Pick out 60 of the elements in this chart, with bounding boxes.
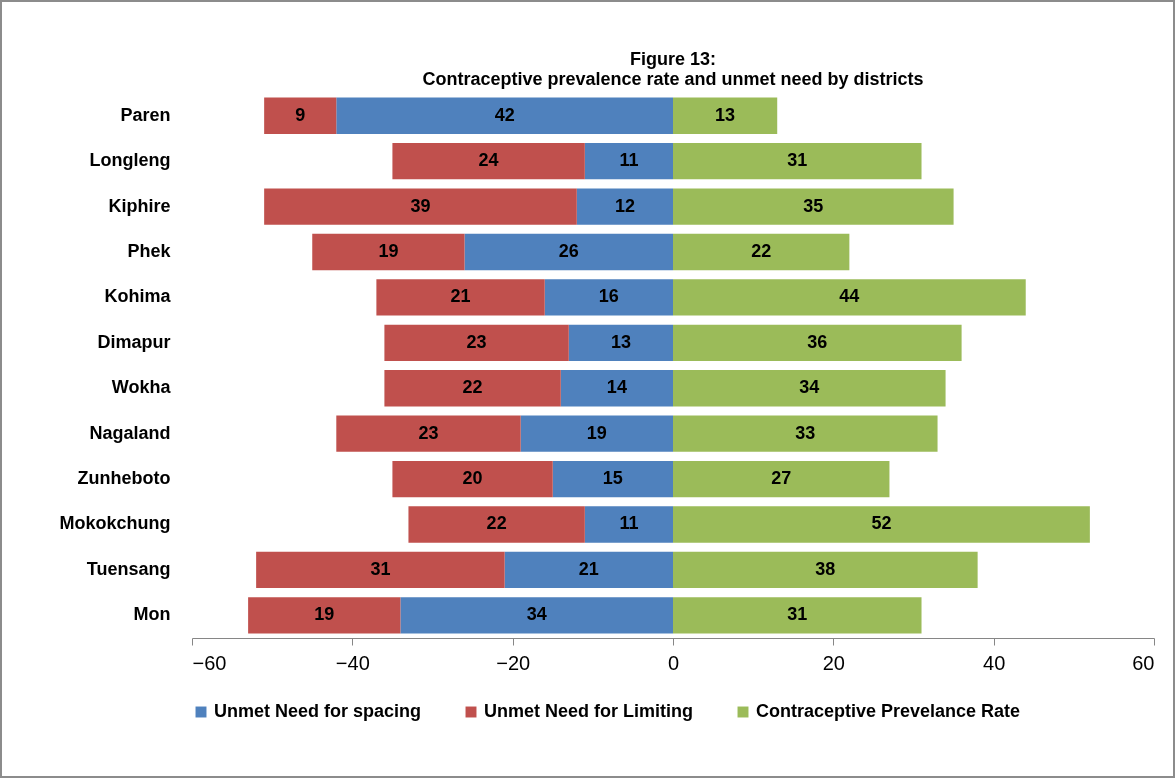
x-tick-label: −40 [335,651,370,674]
data-label: 19 [586,422,607,443]
data-label: 39 [410,195,431,216]
x-tick-label: 0 [667,651,680,674]
data-label: 31 [787,604,808,625]
y-tick-label: Kohima [104,286,172,307]
data-label: 36 [807,331,828,352]
y-tick-label: Mon [133,604,171,625]
data-label: 42 [494,104,515,125]
data-label: 19 [378,240,399,261]
x-tick-label: −60 [192,651,227,674]
data-label: 23 [418,422,439,443]
data-label: 11 [619,150,639,171]
x-tick-label: 60 [1132,651,1155,674]
y-tick-label: Phek [127,240,172,261]
data-label: 26 [558,240,579,261]
data-label: 23 [466,331,487,352]
data-label: 21 [450,286,471,307]
x-tick-label: 40 [983,651,1006,674]
y-tick-label: Wokha [111,377,172,398]
data-label: 44 [839,286,860,307]
data-label: 38 [815,558,836,579]
data-label: 35 [803,195,824,216]
y-tick-label: Paren [120,104,171,125]
data-label: 19 [314,604,335,625]
data-label: 15 [602,468,623,489]
data-label: 31 [370,558,391,579]
legend-label: Unmet Need for Limiting [484,701,694,721]
data-label: 9 [295,104,306,125]
data-label: 20 [462,468,483,489]
data-label: 13 [715,104,736,125]
data-label: 52 [871,513,892,534]
x-tick-label: −20 [496,651,531,674]
chart-subtitle: Contraceptive prevalence rate and unmet need by districts [422,69,924,89]
y-tick-label: Zunheboto [77,468,171,489]
legend-label: Unmet Need for spacing [214,701,422,721]
data-label: 31 [787,150,808,171]
data-label: 12 [614,195,635,216]
data-label: 11 [619,513,639,534]
data-label: 34 [526,604,547,625]
data-label: 16 [598,286,619,307]
data-label: 27 [771,468,792,489]
y-tick-label: Longleng [89,150,171,171]
data-label: 22 [751,240,772,261]
chart-title: Figure 13: [629,49,717,69]
y-tick-label: Mokokchung [59,513,171,534]
y-tick-label: Kiphire [108,195,171,216]
y-tick-label: Nagaland [89,422,171,443]
data-label: 24 [478,150,499,171]
data-label: 22 [486,513,507,534]
data-label: 34 [799,377,820,398]
data-label: 14 [606,377,627,398]
data-label: 13 [610,331,631,352]
y-tick-label: Tuensang [86,558,171,579]
x-tick-label: 20 [822,651,845,674]
data-label: 21 [578,558,599,579]
legend-label: Contraceptive Prevelance Rate [756,701,1021,721]
y-tick-label: Dimapur [97,331,171,352]
data-label: 33 [795,422,816,443]
data-label: 22 [462,377,483,398]
